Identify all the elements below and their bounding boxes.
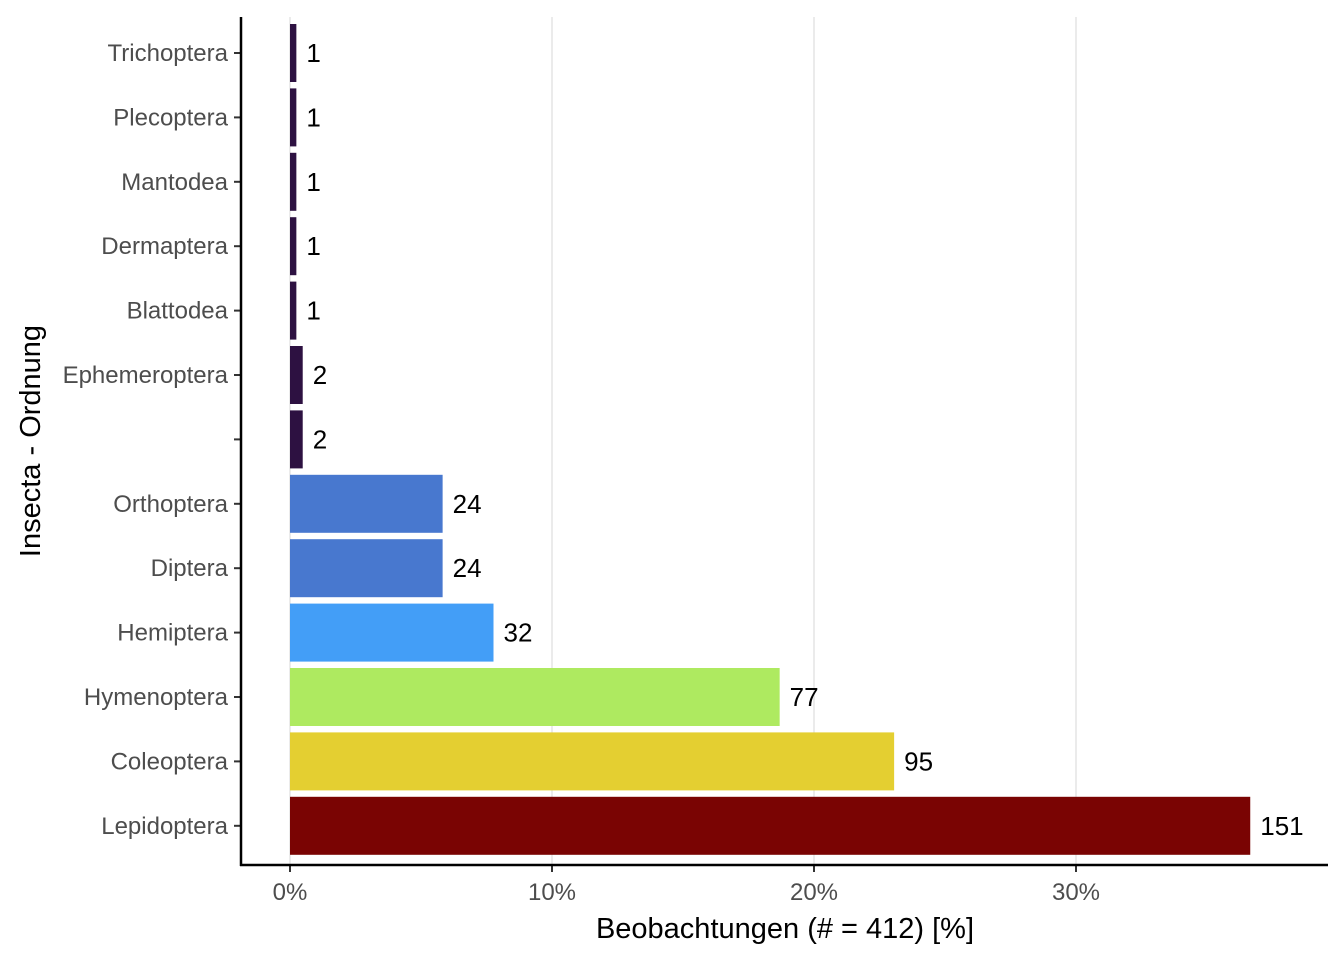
data-label: 1 [306, 38, 320, 68]
y-tick-label: Plecoptera [113, 104, 228, 131]
data-label: 24 [453, 553, 482, 583]
bar [290, 217, 297, 276]
data-label: 2 [313, 424, 327, 454]
y-tick-label: Hymenoptera [84, 684, 229, 711]
y-tick-label: Trichoptera [108, 40, 229, 67]
bar [290, 603, 494, 662]
data-label: 151 [1260, 811, 1303, 841]
data-label: 32 [503, 618, 532, 648]
data-labels: 1 1 1 1 1 2 2 24 24 32 77 95 151 [306, 38, 1303, 841]
y-tick-label: Mantodea [121, 169, 228, 196]
data-label: 24 [453, 489, 482, 519]
data-label: 77 [790, 682, 819, 712]
bar [290, 152, 297, 211]
bars [290, 24, 1251, 855]
bar [290, 732, 895, 791]
data-label: 1 [306, 296, 320, 326]
data-label: 2 [313, 360, 327, 390]
data-label: 1 [306, 231, 320, 261]
x-tick-label: 30% [1052, 879, 1100, 906]
bar [290, 281, 297, 340]
data-label: 1 [306, 102, 320, 132]
y-axis-title: Insecta - Ordnung [15, 325, 47, 557]
bar [290, 410, 303, 469]
y-tick-label: Diptera [151, 555, 229, 582]
bar [290, 346, 303, 404]
bar [290, 539, 443, 598]
bar [290, 668, 780, 726]
x-tick-label: 10% [528, 879, 576, 906]
y-tick-label: Orthoptera [113, 491, 228, 518]
y-tick-label: Blattodea [127, 298, 229, 325]
bar [290, 796, 1251, 855]
x-tick-label: 0% [273, 879, 308, 906]
y-tick-label: Coleoptera [111, 748, 229, 775]
bar [290, 474, 443, 533]
y-tick-label: Ephemeroptera [63, 362, 229, 389]
bar [290, 88, 297, 147]
x-tick-label: 20% [790, 879, 838, 906]
y-tick-label: Lepidoptera [101, 813, 228, 840]
data-label: 1 [306, 167, 320, 197]
y-axis: Trichoptera Plecoptera Mantodea Dermaptera B… [63, 17, 243, 866]
y-tick-label: Dermaptera [101, 233, 228, 260]
x-axis-title: Beobachtungen (# = 412) [%] [596, 913, 974, 945]
x-axis: 0% 10% 20% 30% [240, 863, 1328, 906]
data-label: 95 [904, 746, 933, 776]
bar [290, 24, 297, 82]
y-tick-label: Hemiptera [117, 620, 228, 647]
